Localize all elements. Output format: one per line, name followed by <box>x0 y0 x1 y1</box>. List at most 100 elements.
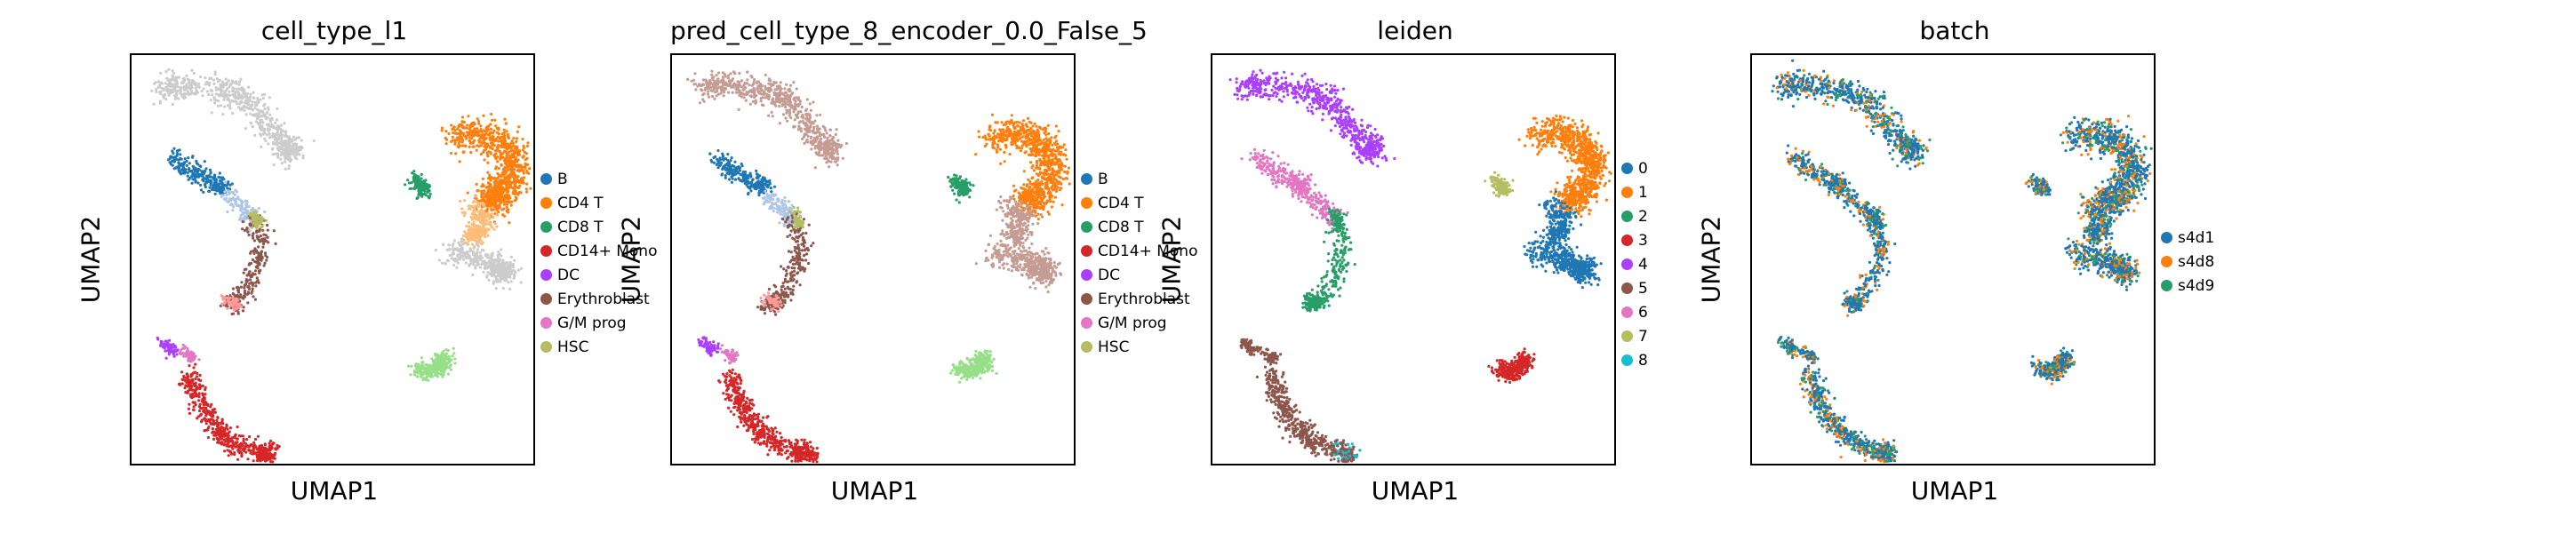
scatter-point <box>491 143 494 147</box>
scatter-point <box>440 373 444 377</box>
scatter-point <box>449 368 452 371</box>
scatter-point <box>453 362 457 365</box>
scatter-point <box>172 152 175 155</box>
scatter-point <box>224 198 228 202</box>
scatter-point <box>178 383 181 386</box>
scatter-point <box>459 257 462 260</box>
scatter-point <box>796 97 799 100</box>
scatter-point <box>278 145 282 148</box>
scatter-point <box>787 103 790 107</box>
scatter-point <box>471 141 475 145</box>
scatter-point <box>460 144 465 147</box>
scatter-point <box>226 200 229 203</box>
scatter-point <box>712 76 716 79</box>
scatter-point <box>178 164 181 168</box>
legend-label: DC <box>557 266 580 284</box>
scatter-point <box>215 418 219 422</box>
legend-entry: CD8 T <box>540 215 657 239</box>
scatter-point <box>269 460 273 464</box>
scatter-point <box>480 234 484 237</box>
scatter-point <box>456 139 460 142</box>
scatter-point <box>209 405 212 409</box>
scatter-point <box>168 338 172 342</box>
scatter-point <box>812 122 815 125</box>
scatter-point <box>738 83 741 86</box>
scatter-point <box>412 170 416 173</box>
scatter-point <box>441 243 445 246</box>
scatter-point <box>819 113 822 116</box>
scatter-point <box>237 286 241 290</box>
scatter-point <box>506 211 509 214</box>
scatter-point <box>485 142 489 146</box>
scatter-point <box>742 88 746 91</box>
scatter-point <box>475 201 479 204</box>
scatter-point <box>498 179 501 182</box>
scatter-point <box>499 153 502 156</box>
scatter-point <box>706 84 709 88</box>
scatter-point <box>825 161 828 164</box>
scatter-point <box>188 402 191 406</box>
scatter-point <box>457 131 460 135</box>
scatter-point <box>496 135 500 139</box>
scatter-point <box>484 194 487 197</box>
scatter-point <box>212 408 216 411</box>
scatter-point <box>835 128 838 131</box>
scatter-point <box>261 243 266 246</box>
scatter-point <box>204 182 207 186</box>
scatter-point <box>224 180 228 184</box>
scatter-point <box>166 158 170 162</box>
scatter-point <box>426 190 429 195</box>
scatter-point <box>796 112 800 115</box>
scatter-point <box>438 366 442 370</box>
umap-scatter <box>686 69 1071 464</box>
scatter-point <box>516 268 521 272</box>
scatter-point <box>436 371 439 375</box>
scatter-point <box>252 232 255 235</box>
scatter-point <box>525 190 529 194</box>
scatter-point <box>473 139 476 142</box>
scatter-point <box>465 126 468 130</box>
scatter-point <box>256 279 260 282</box>
scatter-point <box>422 184 426 188</box>
scatter-point <box>508 143 511 147</box>
scatter-point <box>708 84 711 87</box>
scatter-point <box>297 152 300 155</box>
scatter-point <box>479 140 483 144</box>
scatter-point <box>245 106 249 109</box>
scatter-point <box>475 241 478 244</box>
scatter-point <box>167 353 171 356</box>
scatter-point <box>220 426 223 430</box>
scatter-point <box>496 176 500 179</box>
scatter-point <box>299 147 302 151</box>
scatter-point <box>428 196 431 200</box>
scatter-point <box>168 81 172 84</box>
scatter-point <box>452 249 455 252</box>
scatter-point <box>182 97 186 100</box>
scatter-point <box>483 227 486 231</box>
scatter-point <box>488 202 492 205</box>
scatter-point <box>266 223 269 227</box>
scatter-point <box>209 183 212 187</box>
scatter-point <box>260 253 263 257</box>
scatter-point <box>223 449 227 453</box>
scatter-point <box>220 302 224 306</box>
scatter-point <box>439 360 443 363</box>
legend-label: CD4 T <box>557 194 604 212</box>
scatter-point <box>500 191 504 195</box>
scatter-point <box>511 155 515 158</box>
scatter-point <box>708 81 711 84</box>
scatter-point <box>816 137 820 140</box>
scatter-point <box>437 259 441 262</box>
scatter-point <box>156 338 160 341</box>
scatter-point <box>219 304 222 307</box>
scatter-point <box>200 90 204 93</box>
scatter-point <box>474 195 477 198</box>
scatter-point <box>836 163 839 167</box>
scatter-point <box>487 177 491 180</box>
scatter-point <box>734 87 738 91</box>
scatter-point <box>228 90 231 93</box>
scatter-point <box>187 156 190 160</box>
scatter-point <box>468 207 472 211</box>
scatter-point <box>511 266 515 269</box>
scatter-point <box>502 128 506 131</box>
